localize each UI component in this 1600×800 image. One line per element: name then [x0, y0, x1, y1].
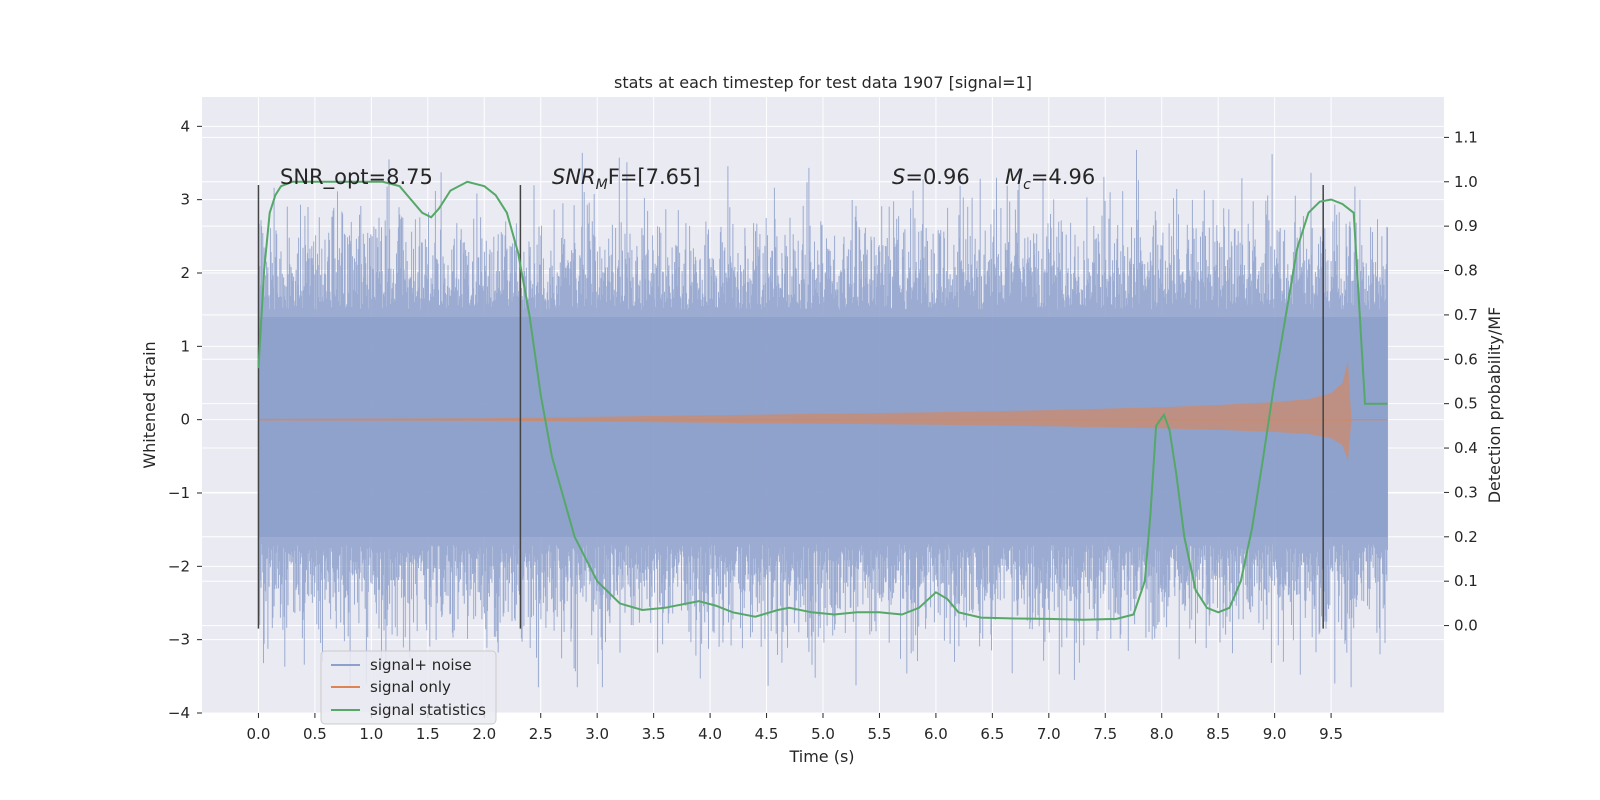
annotation-mc: Mc=4.96 — [1005, 165, 1095, 193]
series-signal-statistics — [257, 180, 1388, 621]
y-tick-label: 1 — [180, 337, 190, 355]
x-tick-labels: 0.0 0.5 1.0 1.5 2.0 2.5 3.0 3.5 4.0 4.5 5.0 5.5 6.0 6… — [247, 713, 1343, 743]
legend-label-signal-statistics: signal statistics — [370, 701, 486, 719]
legend-label-signal-only: signal only — [370, 678, 451, 696]
y2-tick-label: 0.9 — [1454, 217, 1478, 235]
x-axis-label: Time (s) — [788, 747, 854, 766]
y2-tick-label: 0.6 — [1454, 350, 1478, 368]
y-tick-label: −1 — [168, 484, 190, 502]
x-tick-label: 7.5 — [1093, 725, 1117, 743]
legend: signal+ noise signal only signal statist… — [320, 650, 497, 725]
x-tick-label: 1.0 — [359, 725, 383, 743]
y-tick-label: −3 — [168, 631, 190, 649]
y2-tick-label: 1.0 — [1454, 173, 1478, 191]
y-tick-label: −2 — [168, 557, 190, 575]
x-tick-label: 9.5 — [1319, 725, 1343, 743]
signal-envelope — [258, 361, 1388, 461]
y-tick-label: 4 — [180, 117, 190, 135]
y-tick-label: 3 — [180, 191, 190, 209]
legend-label-signal-plus-noise: signal+ noise — [370, 656, 472, 674]
x-tick-label: 3.5 — [642, 725, 666, 743]
vertical-markers — [257, 185, 1324, 629]
x-tick-label: 2.5 — [529, 725, 553, 743]
y2-tick-label: 0.1 — [1454, 572, 1478, 590]
x-tick-label: 3.0 — [585, 725, 609, 743]
y2-tick-label: 0.4 — [1454, 439, 1478, 457]
x-tick-label: 0.0 — [247, 725, 271, 743]
x-tick-label: 2.0 — [472, 725, 496, 743]
annotation-snr-mf: SNRMF=[7.65] — [552, 165, 701, 193]
series-signal-only — [258, 361, 1388, 461]
x-tick-label: 7.0 — [1037, 725, 1061, 743]
x-tick-label: 1.5 — [416, 725, 440, 743]
y2-tick-label: 0.0 — [1454, 617, 1478, 635]
y-tick-label: 0 — [180, 411, 190, 429]
x-tick-label: 4.0 — [698, 725, 722, 743]
y-axis-label: Whitened strain — [140, 341, 159, 468]
x-tick-label: 9.0 — [1263, 725, 1287, 743]
y-tick-label: 2 — [180, 264, 190, 282]
annotation-s: S=0.96 — [892, 165, 970, 189]
y2-tick-label: 0.7 — [1454, 306, 1478, 324]
y2-axis-label: Detection probability/MF — [1485, 307, 1504, 504]
chart-title: stats at each timestep for test data 190… — [614, 73, 1032, 92]
x-tick-label: 6.0 — [924, 725, 948, 743]
annotation-snr-opt: SNR_opt=8.75 — [280, 165, 433, 190]
y-tick-label: −4 — [168, 704, 190, 722]
x-tick-label: 4.5 — [755, 725, 779, 743]
x-tick-label: 0.5 — [303, 725, 327, 743]
y2-tick-label: 0.2 — [1454, 528, 1478, 546]
x-tick-label: 8.5 — [1206, 725, 1230, 743]
x-tick-label: 5.5 — [868, 725, 892, 743]
y-tick-labels: 4 3 2 1 0 −1 −2 −3 −4 — [168, 117, 202, 722]
y2-tick-label: 0.3 — [1454, 483, 1478, 501]
legend-box — [320, 650, 497, 725]
y2-tick-label: 0.8 — [1454, 262, 1478, 280]
y2-tick-label: 0.5 — [1454, 395, 1478, 413]
x-tick-label: 5.0 — [811, 725, 835, 743]
x-tick-label: 6.5 — [980, 725, 1004, 743]
y2-tick-labels: 1.1 1.0 0.9 0.8 0.7 0.6 0.5 0.4 0.3 0.2 0.1 0.0 — [1444, 128, 1478, 635]
y2-tick-label: 1.1 — [1454, 128, 1478, 146]
x-tick-label: 8.0 — [1150, 725, 1174, 743]
